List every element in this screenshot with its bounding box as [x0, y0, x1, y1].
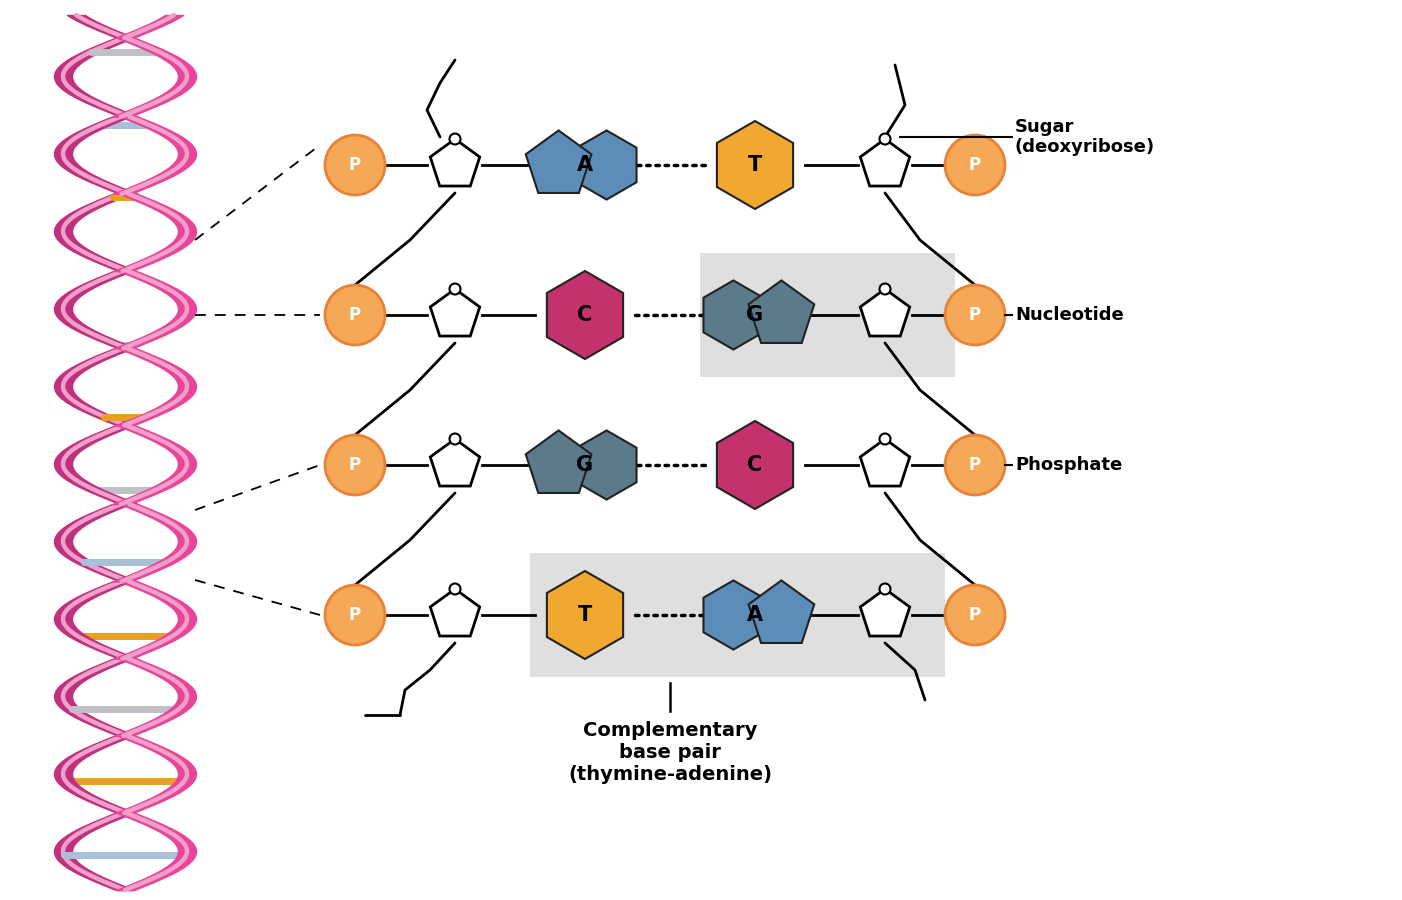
Circle shape [945, 135, 1005, 195]
Text: P: P [969, 456, 981, 474]
Text: Sugar
(deoxyribose): Sugar (deoxyribose) [1015, 118, 1155, 157]
Circle shape [945, 285, 1005, 345]
Text: P: P [969, 156, 981, 174]
Text: C: C [578, 305, 593, 325]
Text: Nucleotide: Nucleotide [1015, 306, 1124, 324]
Polygon shape [430, 589, 479, 636]
Polygon shape [861, 589, 910, 636]
Polygon shape [861, 139, 910, 186]
Text: P: P [349, 606, 362, 624]
Circle shape [945, 435, 1005, 495]
Text: C: C [747, 455, 763, 475]
Text: Complementary
base pair
(thymine-adenine): Complementary base pair (thymine-adenine… [568, 721, 773, 784]
Polygon shape [716, 421, 794, 509]
Circle shape [879, 133, 890, 145]
Polygon shape [861, 289, 910, 336]
Circle shape [325, 435, 386, 495]
Polygon shape [576, 130, 637, 200]
Circle shape [450, 434, 460, 445]
Circle shape [325, 135, 386, 195]
Polygon shape [547, 271, 622, 359]
Polygon shape [430, 289, 479, 336]
Polygon shape [430, 139, 479, 186]
Text: T: T [578, 605, 592, 625]
Circle shape [450, 284, 460, 294]
Text: G: G [576, 455, 593, 475]
Circle shape [450, 133, 460, 145]
Circle shape [945, 585, 1005, 645]
Circle shape [325, 585, 386, 645]
Text: P: P [349, 456, 362, 474]
Polygon shape [526, 430, 592, 493]
Polygon shape [861, 439, 910, 486]
Circle shape [879, 583, 890, 595]
Polygon shape [749, 281, 815, 343]
Text: A: A [578, 155, 593, 175]
Text: T: T [747, 155, 763, 175]
Polygon shape [704, 580, 763, 650]
Text: P: P [969, 606, 981, 624]
Text: Phosphate: Phosphate [1015, 456, 1122, 474]
Circle shape [450, 583, 460, 595]
Polygon shape [526, 130, 592, 193]
Text: P: P [349, 156, 362, 174]
Polygon shape [749, 580, 815, 643]
Circle shape [879, 284, 890, 294]
Text: A: A [747, 605, 763, 625]
Text: P: P [969, 306, 981, 324]
Polygon shape [704, 281, 763, 349]
Circle shape [325, 285, 386, 345]
Polygon shape [430, 439, 479, 486]
FancyBboxPatch shape [700, 253, 955, 377]
Polygon shape [547, 571, 622, 659]
Polygon shape [576, 430, 637, 500]
FancyBboxPatch shape [530, 553, 945, 677]
Circle shape [879, 434, 890, 445]
Text: P: P [349, 306, 362, 324]
Text: G: G [746, 305, 764, 325]
Polygon shape [716, 121, 794, 209]
